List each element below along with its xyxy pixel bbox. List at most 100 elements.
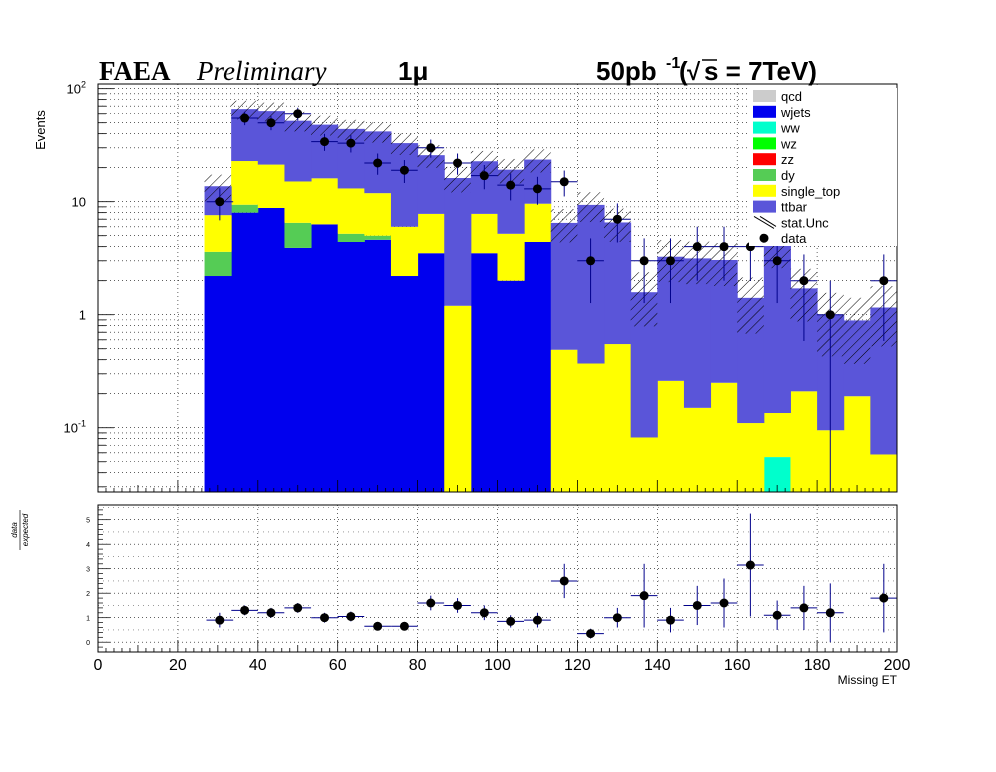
bar-single_top	[470, 213, 498, 254]
ratio-point	[479, 608, 489, 618]
data-point	[772, 256, 782, 266]
ratio-point	[532, 615, 542, 625]
bar-single_top	[630, 437, 658, 492]
bar-wjets	[284, 247, 312, 492]
legend-marker-stat-unc	[759, 215, 777, 227]
ratio-point	[215, 615, 225, 625]
ratio-point	[692, 600, 702, 610]
data-point	[559, 177, 569, 187]
ratio-point	[266, 608, 276, 618]
bar-wjets	[311, 224, 339, 492]
data-point	[692, 242, 702, 252]
bar-single_top	[763, 413, 791, 458]
data-point	[426, 143, 436, 153]
main-y-tick-label: 10-1	[64, 419, 86, 436]
x-tick-label: 140	[644, 657, 671, 674]
ratio-y-label-bottom: expected	[21, 513, 30, 546]
legend-swatch-ww	[753, 121, 776, 134]
data-point	[399, 165, 409, 175]
x-tick-label: 200	[884, 657, 911, 674]
x-tick-label: 40	[249, 657, 267, 674]
ratio-point	[240, 605, 250, 615]
ratio-point	[879, 593, 889, 603]
channel-label: 1μ	[398, 56, 428, 86]
bar-single_top	[524, 203, 552, 242]
legend-label: ww	[780, 121, 800, 136]
bar-single_top	[737, 423, 765, 492]
ratio-y-tick-label: 3	[86, 567, 90, 574]
ratio-plot-axes: 0 1 2 3 4 5 0 20 40 60 80 100 120 140 160 180 200	[86, 509, 911, 674]
data-point	[799, 276, 809, 286]
x-tick-label: 160	[724, 657, 751, 674]
ratio-y-label-top: data	[10, 522, 19, 538]
main-y-tick-label: 1	[79, 308, 86, 323]
legend-swatch-wz	[753, 137, 776, 150]
ratio-point	[799, 603, 809, 613]
ratio-point	[346, 611, 356, 621]
data-point	[639, 256, 649, 266]
data-point	[266, 118, 276, 128]
data-point	[215, 197, 225, 207]
stat-unc-bin	[737, 277, 764, 334]
ratio-point	[506, 616, 516, 626]
data-point	[665, 256, 675, 266]
bar-single_top	[390, 226, 419, 277]
ratio-point	[320, 613, 330, 623]
x-tick-label: 180	[804, 657, 831, 674]
ratio-y-tick-label: 1	[86, 616, 90, 623]
data-point	[506, 180, 516, 190]
ratio-plot-grid	[98, 505, 897, 652]
bar-single_top	[444, 305, 472, 492]
stat-unc-bin	[470, 150, 498, 175]
bar-ttbar	[550, 222, 578, 350]
main-y-tick-label: 102	[67, 80, 86, 97]
legend-swatch-qcd	[753, 90, 776, 102]
bar-wjets	[470, 253, 498, 492]
stat-unc-bin	[231, 100, 258, 120]
ratio-y-tick-label: 0	[86, 640, 90, 647]
data-point	[612, 214, 622, 224]
data-point	[240, 113, 250, 123]
legend-label: stat.Unc	[781, 215, 829, 230]
stat-unc-bin	[204, 174, 232, 202]
bar-wjets	[417, 253, 445, 492]
ratio-point	[399, 621, 409, 631]
x-tick-label: 120	[564, 657, 591, 674]
x-tick-label: 100	[484, 657, 511, 674]
legend-label: ttbar	[781, 200, 808, 215]
bar-ttbar	[390, 143, 419, 227]
lumi-prefix: 50pb	[596, 56, 657, 86]
energy-rest: s = 7TeV)	[704, 56, 817, 86]
data-point	[532, 184, 542, 194]
bar-wjets	[497, 280, 525, 492]
stat-unc-bin	[524, 149, 551, 173]
data-point	[719, 242, 729, 252]
bar-single_top	[257, 164, 285, 208]
stat-unc-bin	[257, 102, 285, 122]
bar-wjets	[524, 241, 552, 492]
bar-dy	[204, 251, 232, 277]
bar-ttbar	[604, 222, 632, 345]
x-tick-label: 20	[169, 657, 187, 674]
data-point	[346, 138, 356, 148]
main-plot-stacked-bars	[204, 109, 898, 493]
legend-swatch-wjets	[753, 105, 776, 118]
stat-unc-bin	[364, 122, 391, 143]
ratio-point	[293, 603, 303, 613]
ratio-point	[453, 600, 463, 610]
legend-swatch-ttbar	[753, 200, 776, 213]
bar-wjets	[364, 239, 392, 492]
stat-unc-bin	[390, 133, 418, 155]
stat-unc-bin	[284, 111, 312, 132]
ratio-point	[586, 629, 596, 639]
lumi-exponent: -1	[666, 55, 680, 72]
ratio-y-tick-label: 2	[86, 591, 90, 598]
data-point	[320, 137, 330, 147]
sqrt-symbol: √	[687, 59, 701, 86]
bar-single_top	[311, 178, 339, 225]
ratio-point	[373, 621, 383, 631]
legend: qcdwjetswwwzzzdysingle_topttbarstat.Uncd…	[749, 88, 897, 246]
legend-swatch-single_top	[753, 184, 776, 197]
bar-wjets	[231, 212, 259, 493]
data-point	[825, 310, 835, 320]
